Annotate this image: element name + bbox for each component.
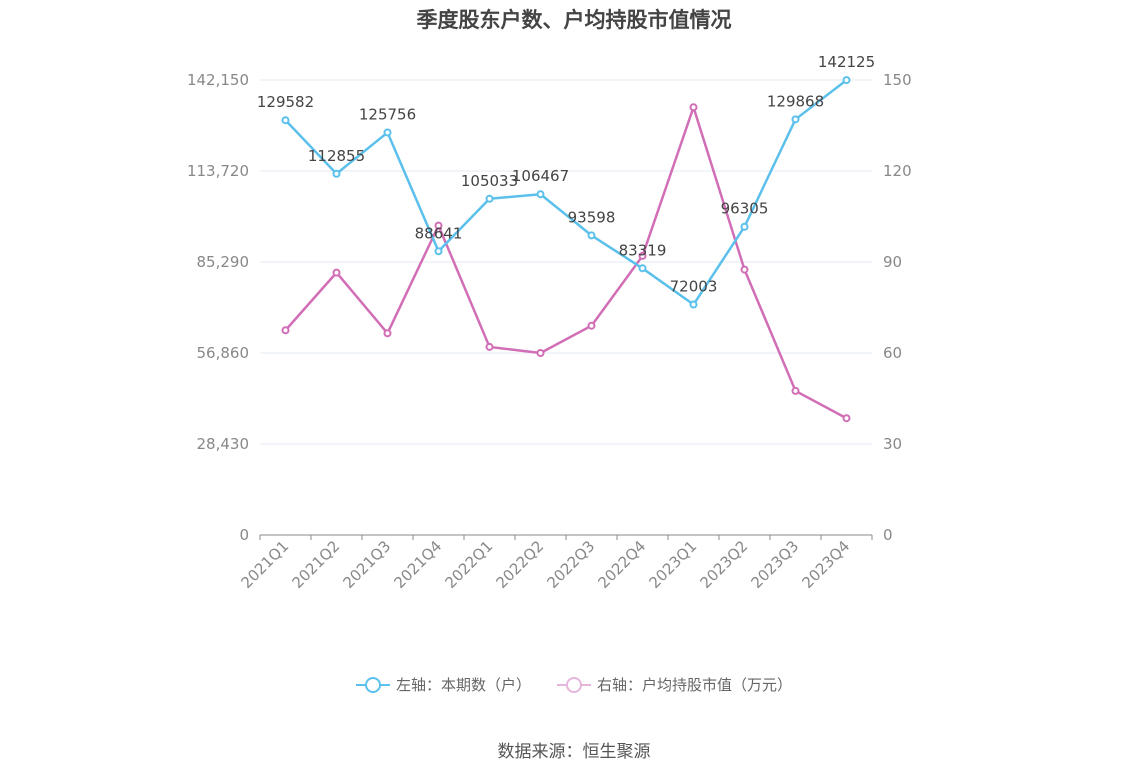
data-label: 83319 [619,241,667,259]
x-axis-tick-label: 2021Q1 [238,537,293,592]
left-axis-tick-label: 142,150 [187,71,249,89]
series-line-right [284,106,848,420]
data-point-left [485,194,494,203]
x-axis-tick-label: 2022Q2 [493,537,548,592]
data-label: 112855 [308,147,365,165]
x-axis-tick-label: 2021Q3 [340,537,395,592]
data-point-left [791,115,800,124]
data-point-right [842,414,851,423]
data-point-right [383,329,392,338]
right-axis-tick-label: 30 [883,435,902,453]
legend-label-right-series: 右轴：户均持股市值（万元） [597,676,793,694]
data-point-left [689,300,698,309]
data-point-left [383,128,392,137]
data-point-left [434,247,443,256]
data-point-left [536,190,545,199]
data-point-left [332,169,341,178]
right-axis-tick-label: 120 [883,162,912,180]
chart-title: 季度股东户数、户均持股市值情况 [416,8,732,32]
left-axis-tick-label: 113,720 [187,162,249,180]
data-label: 129582 [257,93,314,111]
left-axis-tick-label: 56,860 [197,344,250,362]
right-axis-tick-label: 60 [883,344,902,362]
data-label: 96305 [721,200,769,218]
data-point-right [536,349,545,357]
x-axis-tick-label: 2023Q4 [799,537,854,592]
data-label: 88641 [415,224,463,242]
data-label: 105033 [461,172,518,190]
legend-item-left-series[interactable]: 左轴：本期数（户） [355,674,531,695]
x-axis-tick-label: 2022Q3 [544,537,599,592]
legend-item-right-series[interactable]: 右轴：户均持股市值（万元） [557,674,792,695]
data-point-left [740,222,749,231]
data-label: 129868 [767,92,824,110]
left-axis-tick-label: 0 [239,526,249,544]
right-axis-tick-label: 150 [883,71,912,89]
data-label: 125756 [359,105,416,123]
right-axis-tick-label: 90 [883,253,902,271]
chart-legend: 左轴：本期数（户） 右轴：户均持股市值（万元） [0,674,1148,695]
x-axis-tick-label: 2021Q2 [289,537,344,592]
legend-swatch-right-series [557,676,591,693]
data-point-right [332,268,341,277]
data-label: 72003 [670,278,718,296]
data-point-right [740,265,749,274]
data-point-left [842,76,851,85]
data-point-left [638,264,647,273]
x-axis-tick-label: 2023Q1 [646,537,701,592]
data-label: 142125 [818,53,875,71]
data-source-note: 数据来源：恒生聚源 [497,742,651,762]
data-label: 106467 [512,167,569,185]
data-point-right [689,103,698,112]
series-line-left [284,79,848,306]
data-point-right [281,326,290,335]
data-label: 93598 [568,208,616,226]
left-axis-tick-label: 28,430 [197,435,250,453]
data-point-right [434,221,443,230]
data-point-right [638,251,647,260]
right-axis-tick-label: 0 [883,526,893,544]
data-point-right [587,321,596,330]
x-axis-tick-label: 2023Q3 [748,537,803,592]
data-point-right [485,342,494,351]
x-axis-tick-label: 2023Q2 [697,537,752,592]
data-point-left [281,116,290,125]
legend-label-left-series: 左轴：本期数（户） [395,676,531,694]
data-point-right [791,386,800,395]
left-axis-tick-label: 85,290 [197,253,250,271]
x-axis-tick-label: 2022Q4 [595,537,650,592]
x-axis-tick-label: 2022Q1 [442,537,497,592]
legend-swatch-left-series [355,676,390,693]
x-axis-tick-label: 2021Q4 [391,537,446,592]
data-point-left [587,231,596,240]
